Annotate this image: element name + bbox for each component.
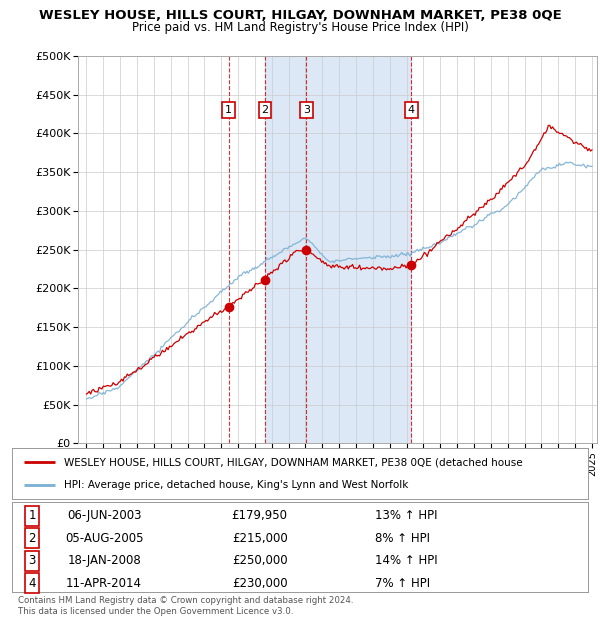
Text: 18-JAN-2008: 18-JAN-2008 xyxy=(67,554,141,567)
Text: 14% ↑ HPI: 14% ↑ HPI xyxy=(375,554,437,567)
Text: Price paid vs. HM Land Registry's House Price Index (HPI): Price paid vs. HM Land Registry's House … xyxy=(131,21,469,34)
Text: Contains HM Land Registry data © Crown copyright and database right 2024.
This d: Contains HM Land Registry data © Crown c… xyxy=(18,596,353,616)
Bar xyxy=(265,56,412,443)
Text: 1: 1 xyxy=(225,105,232,115)
Text: WESLEY HOUSE, HILLS COURT, HILGAY, DOWNHAM MARKET, PE38 0QE (detached house: WESLEY HOUSE, HILLS COURT, HILGAY, DOWNH… xyxy=(64,458,523,467)
Text: 7% ↑ HPI: 7% ↑ HPI xyxy=(375,577,430,590)
Text: £179,950: £179,950 xyxy=(232,509,287,522)
Text: 2: 2 xyxy=(262,105,269,115)
Text: 06-JUN-2003: 06-JUN-2003 xyxy=(67,509,142,522)
Text: 8% ↑ HPI: 8% ↑ HPI xyxy=(375,532,430,544)
Text: £215,000: £215,000 xyxy=(232,532,287,544)
Text: 4: 4 xyxy=(28,577,36,590)
Text: 13% ↑ HPI: 13% ↑ HPI xyxy=(375,509,437,522)
Text: WESLEY HOUSE, HILLS COURT, HILGAY, DOWNHAM MARKET, PE38 0QE: WESLEY HOUSE, HILLS COURT, HILGAY, DOWNH… xyxy=(38,9,562,22)
Text: 3: 3 xyxy=(303,105,310,115)
Text: 1: 1 xyxy=(28,509,36,522)
Text: 3: 3 xyxy=(28,554,36,567)
Text: 11-APR-2014: 11-APR-2014 xyxy=(66,577,142,590)
Text: 4: 4 xyxy=(408,105,415,115)
Text: 2: 2 xyxy=(28,532,36,544)
Text: £230,000: £230,000 xyxy=(232,577,287,590)
Text: £250,000: £250,000 xyxy=(232,554,287,567)
Text: 05-AUG-2005: 05-AUG-2005 xyxy=(65,532,143,544)
Text: HPI: Average price, detached house, King's Lynn and West Norfolk: HPI: Average price, detached house, King… xyxy=(64,480,408,490)
